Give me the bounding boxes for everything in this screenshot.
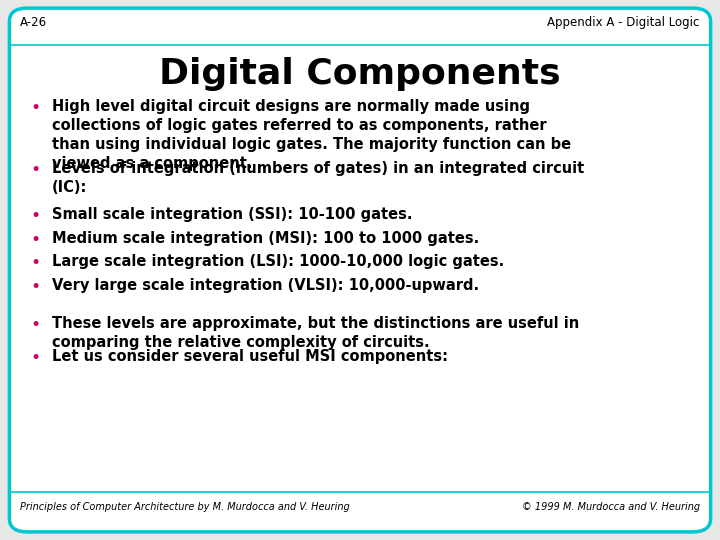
Text: A-26: A-26: [20, 16, 48, 29]
Text: •: •: [30, 99, 40, 117]
Text: •: •: [30, 254, 40, 272]
Text: Let us consider several useful MSI components:: Let us consider several useful MSI compo…: [52, 349, 448, 364]
Text: •: •: [30, 231, 40, 248]
Text: •: •: [30, 349, 40, 367]
Text: Principles of Computer Architecture by M. Murdocca and V. Heuring: Principles of Computer Architecture by M…: [20, 502, 350, 511]
Text: Small scale integration (SSI): 10-100 gates.: Small scale integration (SSI): 10-100 ga…: [52, 207, 413, 222]
FancyBboxPatch shape: [9, 8, 711, 532]
Text: High level digital circuit designs are normally made using
collections of logic : High level digital circuit designs are n…: [52, 99, 571, 171]
Text: •: •: [30, 161, 40, 179]
Text: •: •: [30, 278, 40, 296]
Text: •: •: [30, 316, 40, 334]
Text: These levels are approximate, but the distinctions are useful in
comparing the r: These levels are approximate, but the di…: [52, 316, 579, 350]
Text: Levels of integration (numbers of gates) in an integrated circuit
(IC):: Levels of integration (numbers of gates)…: [52, 161, 584, 195]
Text: Medium scale integration (MSI): 100 to 1000 gates.: Medium scale integration (MSI): 100 to 1…: [52, 231, 479, 246]
Text: •: •: [30, 207, 40, 225]
Text: Digital Components: Digital Components: [159, 57, 561, 91]
Text: Large scale integration (LSI): 1000-10,000 logic gates.: Large scale integration (LSI): 1000-10,0…: [52, 254, 504, 269]
Text: © 1999 M. Murdocca and V. Heuring: © 1999 M. Murdocca and V. Heuring: [522, 502, 700, 511]
Text: Appendix A - Digital Logic: Appendix A - Digital Logic: [547, 16, 700, 29]
Text: Very large scale integration (VLSI): 10,000-upward.: Very large scale integration (VLSI): 10,…: [52, 278, 479, 293]
